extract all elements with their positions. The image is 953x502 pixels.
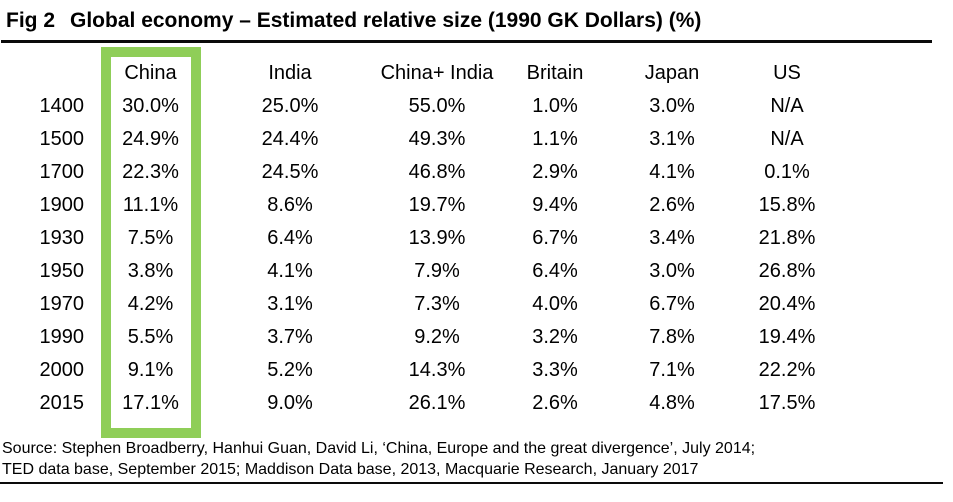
- column-header: Japan: [644, 62, 700, 84]
- table-cell: 13.9%: [408, 227, 466, 249]
- figure-title: Fig 2 Global economy – Estimated relativ…: [0, 0, 953, 34]
- table-cell: 2.9%: [532, 161, 578, 183]
- table-cell: 9.0%: [267, 392, 313, 414]
- data-table: China India China+ India Britain Japan US 1400…: [0, 43, 953, 438]
- table-cell: 4.1%: [267, 260, 313, 282]
- table-cell: 4.0%: [532, 293, 578, 315]
- table-cell: 4.1%: [649, 161, 695, 183]
- table-cell: 4.2%: [127, 293, 174, 315]
- table-cell: 46.8%: [408, 161, 466, 183]
- table-cell: 9.1%: [127, 359, 174, 381]
- source-note: Source: Stephen Broadberry, Hanhui Guan,…: [2, 438, 953, 480]
- row-year-label: 1970: [39, 293, 85, 315]
- table-cell: 26.8%: [758, 260, 816, 282]
- row-year-label: 2000: [39, 359, 85, 381]
- table-cell: 3.8%: [127, 260, 174, 282]
- figure-number-label: Fig 2: [6, 9, 56, 32]
- table-cell: 7.5%: [127, 227, 174, 249]
- table-cell: 3.7%: [267, 326, 313, 348]
- table-cell: 24.4%: [261, 128, 319, 150]
- row-year-label: 1950: [39, 260, 85, 282]
- table-cell: 22.3%: [122, 161, 179, 183]
- row-year-label: 2015: [39, 392, 85, 414]
- table-cell: 5.5%: [127, 326, 174, 348]
- source-line-2: TED data base, September 2015; Maddison …: [2, 461, 699, 478]
- table-cell: 17.1%: [122, 392, 179, 414]
- table-cell: 6.4%: [267, 227, 313, 249]
- table-cell: 26.1%: [408, 392, 466, 414]
- table-cell: 7.9%: [414, 260, 460, 282]
- table-cell: 49.3%: [408, 128, 466, 150]
- table-cell: 4.8%: [649, 392, 695, 414]
- table-cell: 1.1%: [532, 128, 578, 150]
- table-cell: 8.6%: [267, 194, 313, 216]
- row-year-label: 1700: [39, 161, 85, 183]
- figure-title-text: Global economy – Estimated relative size…: [70, 9, 702, 32]
- column-header: Britain: [526, 62, 584, 84]
- bottom-divider: [0, 482, 943, 484]
- table-cell: 55.0%: [408, 95, 466, 117]
- column-header: China: [124, 62, 177, 84]
- table-cell: 9.2%: [414, 326, 460, 348]
- table-cell: 6.7%: [649, 293, 695, 315]
- table-cell: 24.5%: [261, 161, 319, 183]
- table-cell: 3.0%: [649, 260, 695, 282]
- table-cell: N/A: [770, 95, 804, 117]
- source-line-1: Source: Stephen Broadberry, Hanhui Guan,…: [2, 440, 756, 457]
- table-cell: 3.4%: [649, 227, 695, 249]
- table-cell: 1.0%: [532, 95, 578, 117]
- column-header: India: [268, 62, 312, 84]
- title-divider: [1, 40, 932, 43]
- row-year-label: 1900: [39, 194, 85, 216]
- table-cell: 11.1%: [122, 194, 179, 216]
- column-header: China+ India: [380, 62, 494, 84]
- row-year-label: 1400: [39, 95, 85, 117]
- row-header-spacer: [0, 57, 93, 90]
- table-cell: 15.8%: [758, 194, 816, 216]
- table-cell: N/A: [770, 128, 804, 150]
- row-year-label: 1930: [39, 227, 85, 249]
- table-cell: 0.1%: [764, 161, 810, 183]
- table-cell: 20.4%: [758, 293, 816, 315]
- table-cell: 5.2%: [267, 359, 313, 381]
- row-year-label: 1990: [39, 326, 85, 348]
- row-year-label: 1500: [39, 128, 85, 150]
- table-cell: 30.0%: [122, 95, 179, 117]
- table-cell: 22.2%: [758, 359, 816, 381]
- table-cell: 17.5%: [758, 392, 816, 414]
- table-cell: 9.4%: [532, 194, 578, 216]
- table-cell: 2.6%: [649, 194, 695, 216]
- table-cell: 3.0%: [649, 95, 695, 117]
- table-cell: 7.1%: [649, 359, 695, 381]
- table-grid: China India China+ India Britain Japan US 1400…: [0, 57, 953, 420]
- table-cell: 25.0%: [261, 95, 319, 117]
- table-cell: 6.7%: [532, 227, 578, 249]
- column-header: US: [773, 62, 801, 84]
- table-cell: 14.3%: [408, 359, 466, 381]
- table-cell: 3.2%: [532, 326, 578, 348]
- table-cell: 6.4%: [532, 260, 578, 282]
- table-cell: 7.3%: [414, 293, 460, 315]
- table-cell: 24.9%: [122, 128, 179, 150]
- table-cell: 21.8%: [758, 227, 816, 249]
- table-cell: 3.3%: [532, 359, 578, 381]
- table-cell: 19.4%: [758, 326, 816, 348]
- table-cell: 2.6%: [532, 392, 578, 414]
- table-cell: 3.1%: [267, 293, 313, 315]
- table-cell: 19.7%: [408, 194, 466, 216]
- table-cell: 7.8%: [649, 326, 695, 348]
- table-cell: 3.1%: [649, 128, 695, 150]
